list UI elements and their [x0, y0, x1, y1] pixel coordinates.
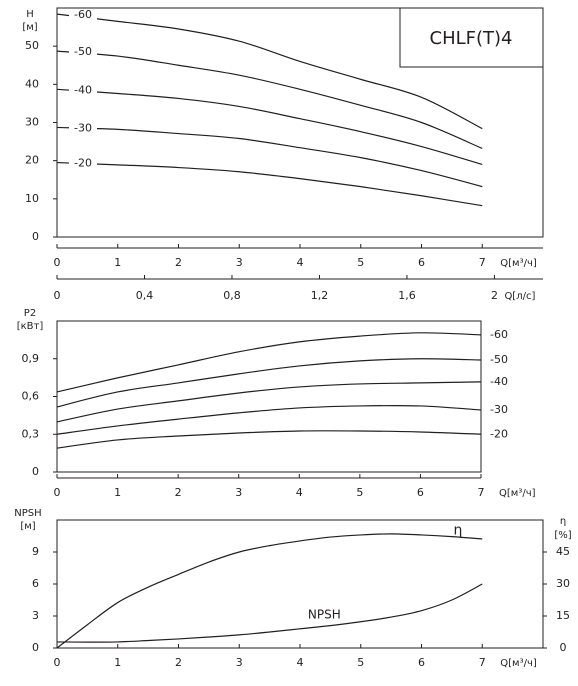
series-label: -50	[74, 45, 92, 58]
y-tick-label: 6	[32, 577, 39, 590]
label-bg	[69, 84, 97, 97]
x2-tick-label: 0,4	[136, 289, 154, 302]
x-tick-label: 5	[357, 656, 364, 669]
title-box	[399, 7, 544, 68]
x-tick-label: 0	[54, 486, 61, 499]
y2-tick-label: 30	[556, 577, 570, 590]
series-label: -60	[74, 8, 92, 21]
y-tick-label: 20	[25, 154, 39, 167]
curve	[56, 430, 482, 449]
x2-tick-label: 0	[54, 289, 61, 302]
y-tick-label: 3	[32, 609, 39, 622]
series-label: -20	[74, 157, 92, 170]
label-bg	[69, 122, 97, 135]
curve	[56, 50, 483, 150]
y-tick-label: 50	[25, 39, 39, 52]
curve	[56, 13, 483, 130]
chart-title: CHLF(T)4	[430, 28, 513, 49]
y-tick-label: 30	[25, 116, 39, 129]
series-label: -40	[490, 375, 508, 388]
y2-tick-label: 45	[556, 545, 570, 558]
y-tick-label: 0,3	[22, 427, 40, 440]
curve	[56, 533, 483, 649]
y-axis-label: [м]	[20, 521, 35, 532]
y-tick-label: 0,6	[22, 390, 40, 403]
curve	[56, 88, 483, 166]
curve	[56, 358, 482, 408]
x-tick-label: 2	[175, 486, 182, 499]
x-axis-label: Q[м³/ч]	[500, 258, 537, 269]
x-tick-label: 6	[417, 486, 424, 499]
curve	[56, 161, 483, 207]
y-axis-label: H	[26, 9, 34, 20]
y-tick-label: 10	[25, 192, 39, 205]
x-axis-label: Q[м³/ч]	[499, 488, 536, 499]
series-label: NPSH	[308, 607, 341, 621]
y2-tick-label: 0	[560, 641, 567, 654]
x-tick-label: 1	[114, 486, 121, 499]
x2-axis-label: Q[л/с]	[504, 291, 535, 302]
y-tick-label: 0	[32, 465, 39, 478]
x-tick-label: 3	[236, 656, 243, 669]
x-tick-label: 4	[296, 486, 303, 499]
x-tick-label: 1	[114, 656, 121, 669]
label-bg	[69, 9, 97, 22]
x-tick-label: 0	[54, 256, 61, 269]
y-axis-label: NPSH	[14, 508, 41, 519]
series-label: -20	[490, 427, 508, 440]
curve	[56, 126, 483, 188]
x-tick-label: 7	[479, 256, 486, 269]
y2-axis-label: [%]	[554, 530, 571, 541]
y2-axis-label: η	[560, 516, 566, 527]
x-tick-label: 6	[418, 656, 425, 669]
y-axis-label: [м]	[22, 22, 37, 33]
x2-tick-label: 2	[491, 289, 498, 302]
series-label: -60	[490, 328, 508, 341]
y-axis-label: [кВт]	[17, 321, 44, 332]
y-tick-label: 9	[32, 545, 39, 558]
x-tick-label: 4	[297, 256, 304, 269]
y2-tick-label: 15	[556, 609, 570, 622]
x-tick-label: 2	[175, 656, 182, 669]
x2-tick-label: 1,2	[311, 289, 329, 302]
y-axis-label: P2	[24, 308, 36, 319]
curve	[56, 583, 483, 643]
x-axis-label: Q[м³/ч]	[500, 658, 537, 669]
x-tick-label: 5	[356, 486, 363, 499]
x-tick-label: 4	[297, 656, 304, 669]
x-tick-label: 0	[54, 656, 61, 669]
x-tick-label: 5	[357, 256, 364, 269]
x-tick-label: 2	[175, 256, 182, 269]
x-tick-label: 6	[418, 256, 425, 269]
label-bg	[69, 46, 97, 59]
curve	[56, 404, 482, 435]
x2-tick-label: 1,6	[398, 289, 416, 302]
series-label: -30	[74, 121, 92, 134]
y-tick-label: 0,9	[22, 352, 40, 365]
x-tick-label: 7	[479, 656, 486, 669]
series-label: -40	[74, 83, 92, 96]
label-bg	[69, 157, 97, 170]
series-label: η	[454, 523, 463, 539]
x-tick-label: 7	[478, 486, 485, 499]
x2-tick-label: 0,8	[223, 289, 241, 302]
x-tick-label: 1	[114, 256, 121, 269]
y-tick-label: 0	[32, 230, 39, 243]
plot-frame	[56, 320, 482, 473]
label-bg	[304, 607, 345, 622]
curve	[56, 332, 482, 393]
series-label: -30	[490, 403, 508, 416]
series-label: -50	[490, 353, 508, 366]
curve	[56, 381, 482, 423]
x-tick-label: 3	[235, 486, 242, 499]
y-tick-label: 40	[25, 77, 39, 90]
x-tick-label: 3	[236, 256, 243, 269]
y-tick-label: 0	[32, 641, 39, 654]
